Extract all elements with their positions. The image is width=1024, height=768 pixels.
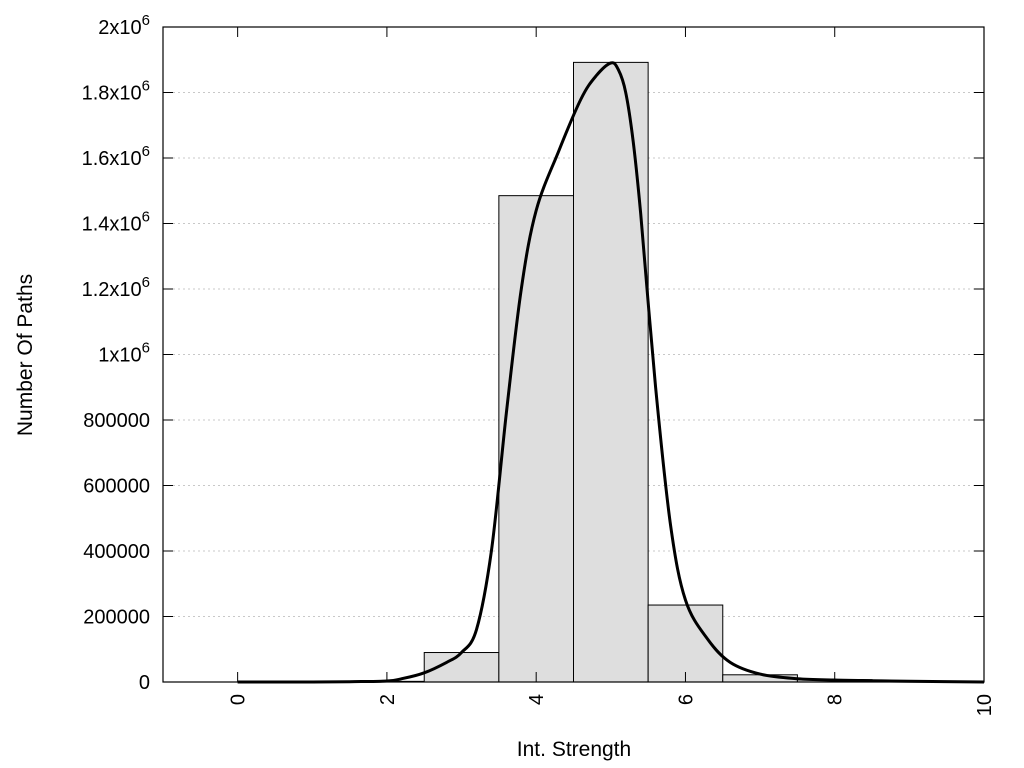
y-tick-label: 800000 <box>83 410 150 432</box>
y-tick-exponent: 6 <box>142 143 150 160</box>
x-tick-label: 8 <box>825 694 847 705</box>
y-tick-exponent: 6 <box>142 209 150 226</box>
y-tick-exponent: 6 <box>142 78 150 95</box>
y-tick-label: 200000 <box>83 607 150 629</box>
y-tick-exponent: 6 <box>142 340 150 357</box>
y-axis-ticks: 0 200000 400000 600000 800000 1x106 1.2x106 1.4… <box>82 12 984 694</box>
y-tick-exponent: 6 <box>142 274 150 291</box>
y-tick-label: 1.8x106 <box>82 78 150 105</box>
y-tick-label: 1x106 <box>98 340 150 367</box>
y-tick-label: 1.4x106 <box>82 209 150 236</box>
y-tick-exponent: 6 <box>142 12 150 29</box>
x-tick-label: 10 <box>974 694 996 716</box>
y-axis-title: Number Of Paths <box>14 274 37 436</box>
x-axis-title: Int. Strength <box>517 738 631 761</box>
x-tick-label: 0 <box>228 694 250 705</box>
y-tick-label: 1.6x106 <box>82 143 150 170</box>
x-tick-label: 6 <box>675 694 697 705</box>
y-tick-label: 600000 <box>83 476 150 498</box>
histogram-bar <box>498 195 575 683</box>
x-tick-label: 4 <box>526 694 548 705</box>
x-axis-ticks: 0 2 4 6 8 10 <box>228 27 996 716</box>
histogram-bars <box>349 61 948 683</box>
histogram-bar <box>573 61 649 683</box>
y-tick-label: 1.2x106 <box>82 274 150 301</box>
fit-curve <box>237 61 985 684</box>
y-tick-label: 400000 <box>83 541 150 563</box>
x-tick-label: 2 <box>377 694 399 705</box>
y-tick-label: 0 <box>139 672 150 694</box>
y-tick-label: 2x106 <box>98 12 150 39</box>
